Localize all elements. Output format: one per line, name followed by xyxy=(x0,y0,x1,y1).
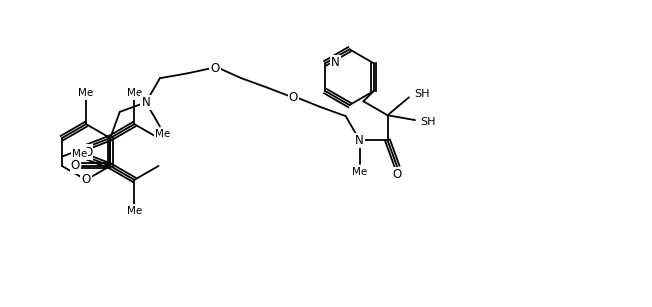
Text: SH: SH xyxy=(414,89,430,99)
Text: Me: Me xyxy=(352,167,367,177)
Text: O: O xyxy=(210,62,220,75)
Text: Me: Me xyxy=(78,88,94,99)
Text: Me: Me xyxy=(126,88,142,99)
Text: O: O xyxy=(71,159,80,173)
Text: Me: Me xyxy=(72,149,87,159)
Text: N: N xyxy=(355,134,364,147)
Text: Me: Me xyxy=(155,130,171,139)
Text: N: N xyxy=(141,96,151,109)
Text: O: O xyxy=(82,173,91,186)
Text: SH: SH xyxy=(420,117,436,127)
Text: O: O xyxy=(83,146,92,158)
Text: O: O xyxy=(289,91,298,104)
Text: Me: Me xyxy=(126,206,142,216)
Text: N: N xyxy=(331,56,340,69)
Text: O: O xyxy=(393,168,402,181)
